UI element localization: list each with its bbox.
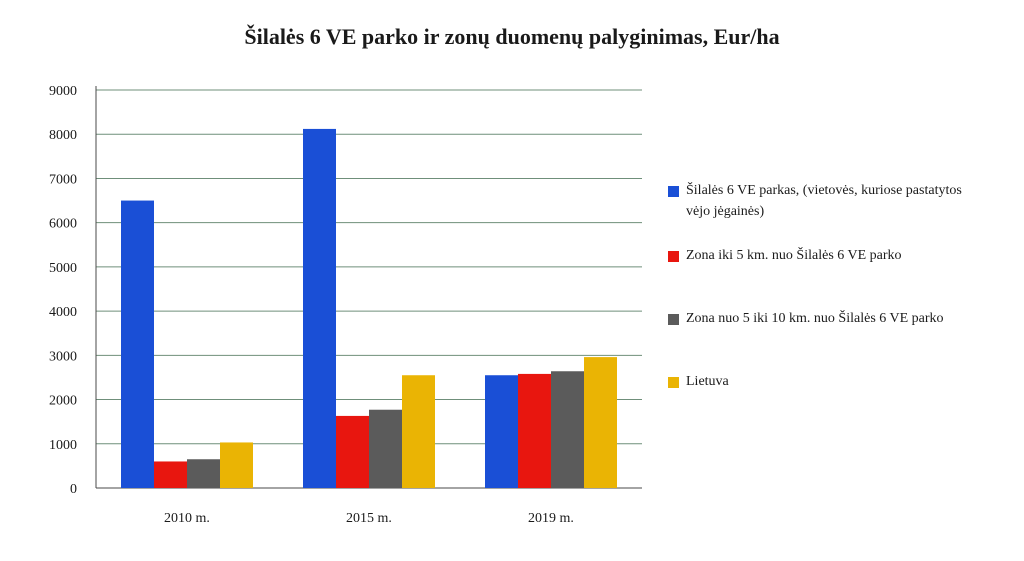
chart-title: Šilalės 6 VE parko ir zonų duomenų palyg… (244, 24, 780, 49)
bar (220, 442, 253, 488)
legend-swatch-zone-5km (668, 251, 679, 262)
x-tick-label: 2015 m. (346, 511, 392, 526)
bar (303, 128, 336, 488)
x-tick-label: 2019 m. (528, 511, 574, 526)
y-tick-label: 8000 (49, 128, 77, 143)
legend-swatch-silale-park (668, 186, 679, 197)
bar (187, 459, 220, 488)
y-tick-label: 7000 (49, 172, 77, 187)
bar (121, 200, 154, 489)
y-tick-label: 1000 (49, 438, 77, 453)
x-tick-label: 2010 m. (164, 511, 210, 526)
y-tick-label: 0 (70, 482, 77, 497)
y-tick-label: 9000 (49, 84, 77, 99)
bar (154, 461, 187, 488)
legend-label-zone-5-10km: Zona nuo 5 iki 10 km. nuo Šilalės 6 VE p… (686, 311, 944, 326)
y-tick-label: 3000 (49, 349, 77, 364)
legend-label-silale-park: Šilalės 6 VE parkas, (vietovės, kuriose … (686, 183, 962, 219)
y-tick-label: 2000 (49, 394, 77, 409)
y-tick-label: 6000 (49, 217, 77, 232)
bar (336, 415, 369, 488)
bar (584, 357, 617, 488)
bar (551, 371, 584, 488)
bar (485, 375, 518, 488)
bar (369, 409, 402, 488)
y-tick-label: 5000 (49, 261, 77, 276)
bar (518, 373, 551, 488)
bar (402, 375, 435, 488)
y-tick-label: 4000 (49, 305, 77, 320)
legend-swatch-lietuva (668, 377, 679, 388)
legend-label-zone-5km: Zona iki 5 km. nuo Šilalės 6 VE parko (686, 248, 902, 263)
legend-label-lietuva: Lietuva (686, 374, 729, 389)
legend-swatch-zone-5-10km (668, 314, 679, 325)
